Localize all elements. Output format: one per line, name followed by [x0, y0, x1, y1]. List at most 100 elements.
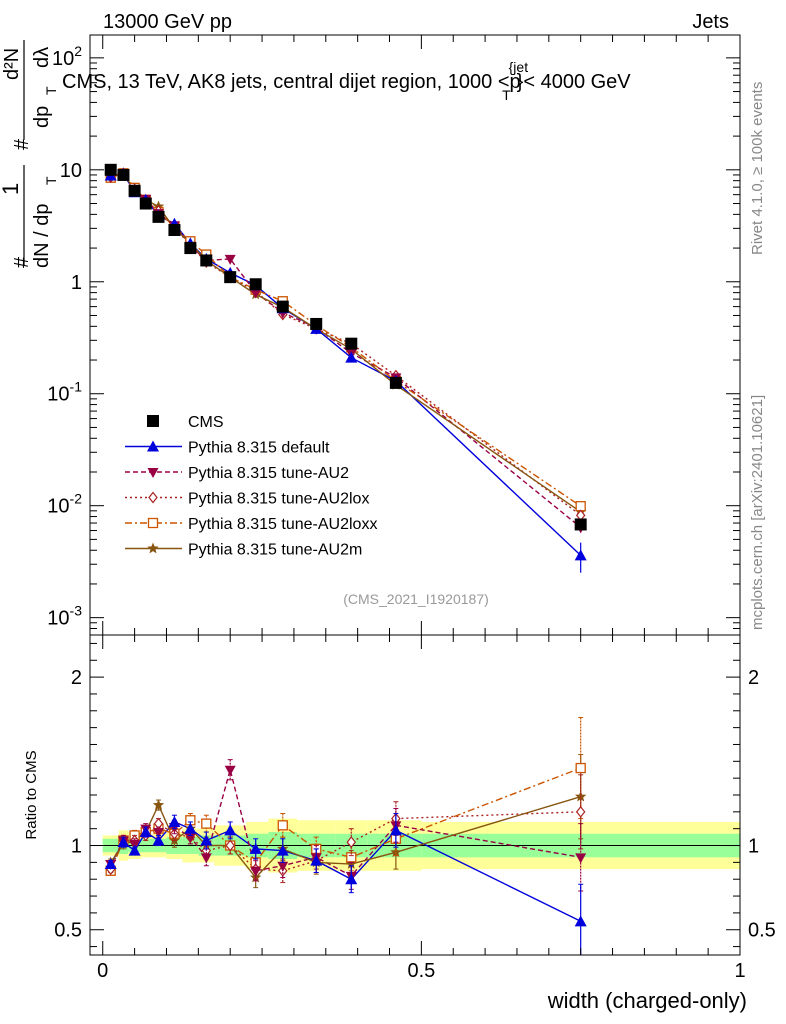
- legend-marker-default: [147, 440, 159, 452]
- ratio-ytick-label-left-2: 2: [71, 667, 82, 689]
- main-point-cms-4: [152, 210, 165, 223]
- ratio-panel: 0.5 0.51 12 2 0 0.5 1 Ratio to CMS width (cha…: [23, 634, 776, 1013]
- main-point-cms-12: [345, 337, 358, 350]
- ratio-point-default-7: [200, 834, 213, 846]
- ratio-xtick-label-1: 0.5: [407, 960, 435, 982]
- ylabel-hash-2: #: [11, 138, 33, 150]
- main-x-ticks: [102, 35, 741, 635]
- ratio-ytick-label-right-0: 0.5: [748, 920, 776, 942]
- ratio-point-au2-7: [200, 853, 212, 864]
- legend-entry-au2m: Pythia 8.315 tune-AU2m: [125, 542, 362, 559]
- main-line-au2: [110, 173, 582, 528]
- main-point-cms-9: [249, 278, 262, 291]
- ratio-point-au2lox-14: [575, 805, 586, 818]
- main-ylabel: # 1 dN / dp T # d²N dp T dλ: [0, 40, 59, 268]
- ratio-ytick-label-right-2: 2: [748, 667, 759, 689]
- main-ytick-label-2: 10-1: [47, 379, 82, 406]
- legend-marker-au2loxx: [147, 517, 159, 529]
- ratio-series-marks: [104, 717, 587, 955]
- legend-label-default: Pythia 8.315 default: [188, 440, 330, 457]
- main-point-cms-3: [139, 197, 152, 210]
- legend-marker-au2m: [147, 542, 159, 554]
- legend: CMS Pythia 8.315 default Pythia 8.315 tune…: [125, 414, 377, 559]
- main-point-cms-6: [184, 242, 197, 255]
- ratio-x-ticks: 0 0.5 1: [97, 635, 746, 982]
- main-series-marks: [104, 163, 587, 573]
- ylabel-frac1-num: 1: [0, 183, 23, 195]
- ratio-point-default-11: [310, 854, 323, 866]
- ratio-point-default-4: [152, 834, 165, 846]
- main-ytick-label-1: 10-2: [47, 491, 82, 518]
- ratio-point-au2m-13: [390, 846, 402, 858]
- ylabel-frac1-den: dN / dp: [31, 204, 53, 268]
- ratio-ytick-label-left-1: 1: [71, 836, 82, 858]
- main-line-au2loxx: [110, 172, 582, 507]
- legend-label-au2: Pythia 8.315 tune-AU2: [188, 465, 349, 482]
- legend-marker-au2: [147, 468, 159, 478]
- main-point-default-14: [574, 549, 587, 561]
- ratio-point-au2-4: [153, 828, 165, 839]
- main-ytick-label-5: 102: [52, 43, 82, 70]
- header-right: Jets: [692, 11, 729, 33]
- ratio-ytick-label-left-0: 0.5: [54, 920, 82, 942]
- ratio-point-default-3: [139, 826, 152, 838]
- ratio-point-default-10: [276, 844, 289, 856]
- ratio-ylabel: Ratio to CMS: [23, 750, 40, 839]
- ratio-y-ticks: 0.5 0.5 1 1 2 2: [54, 642, 776, 948]
- analysis-tag: (CMS_2021_I1920187): [343, 591, 489, 607]
- ratio-point-default-13: [389, 824, 402, 836]
- main-title-post: }< 4000 GeV: [517, 71, 632, 93]
- main-point-cms-13: [389, 376, 402, 389]
- ratio-point-au2-14: [575, 853, 587, 864]
- main-point-au2-9: [250, 288, 262, 299]
- main-point-cms-10: [276, 300, 289, 313]
- main-point-cms-14: [574, 518, 587, 531]
- main-point-cms-0: [104, 163, 117, 176]
- legend-entry-au2: Pythia 8.315 tune-AU2: [125, 465, 349, 482]
- main-point-au2loxx-14: [575, 501, 586, 512]
- ratio-xtick-label-2: 1: [734, 960, 745, 982]
- main-ytick-exp-0: -3: [70, 603, 83, 619]
- legend-label-au2loxx: Pythia 8.315 tune-AU2loxx: [188, 516, 377, 533]
- main-point-cms-7: [200, 254, 213, 267]
- ratio-ytick-label-right-1: 1: [748, 836, 759, 858]
- ratio-point-au2lox-8: [225, 839, 235, 852]
- ylabel-sub-t: T: [43, 176, 59, 185]
- ratio-point-default-14: [574, 915, 587, 927]
- main-point-cms-1: [117, 168, 130, 181]
- main-point-cms-11: [310, 317, 323, 330]
- ratio-point-au2-9: [250, 866, 262, 877]
- main-point-cms-2: [128, 184, 141, 197]
- main-ytick-exp-2: -1: [70, 379, 83, 395]
- main-ytick-label-3: 1: [71, 272, 82, 294]
- ratio-point-default-2: [128, 844, 141, 856]
- ratio-xtick-label-0: 0: [97, 960, 108, 982]
- main-ytick-base-5: 10: [52, 48, 74, 70]
- ratio-point-au2-10: [277, 861, 289, 872]
- legend-entry-au2lox: Pythia 8.315 tune-AU2lox: [125, 491, 369, 508]
- main-ytick-label-4: 10: [60, 160, 82, 182]
- main-ytick-base-0: 10: [47, 608, 69, 630]
- main-title: CMS, 13 TeV, AK8 jets, central dijet reg…: [62, 59, 631, 103]
- ylabel-sub-t-2: T: [43, 86, 59, 95]
- main-ytick-base-2: 10: [47, 384, 69, 406]
- header-left: 13000 GeV pp: [103, 11, 232, 33]
- main-ytick-exp-1: -2: [70, 491, 83, 507]
- legend-entry-cms: CMS: [147, 414, 224, 431]
- legend-entry-au2loxx: Pythia 8.315 tune-AU2loxx: [125, 516, 377, 533]
- ratio-point-default-1: [117, 836, 130, 848]
- main-point-au2-8: [224, 254, 236, 265]
- ratio-point-default-8: [224, 824, 237, 836]
- ylabel-frac2-den: dp: [31, 106, 53, 128]
- ratio-point-au2-8: [224, 765, 236, 776]
- legend-label-cms: CMS: [188, 414, 224, 431]
- mcplots-label: mcplots.cern.ch [arXiv:2401.10621]: [749, 395, 766, 630]
- legend-label-au2m: Pythia 8.315 tune-AU2m: [188, 542, 362, 559]
- legend-marker-cms: [147, 415, 159, 427]
- ratio-point-au2m-4: [152, 799, 165, 810]
- ratio-point-au2loxx-7: [201, 818, 212, 829]
- ratio-frame: [89, 634, 741, 956]
- main-ytick-base-1: 10: [47, 496, 69, 518]
